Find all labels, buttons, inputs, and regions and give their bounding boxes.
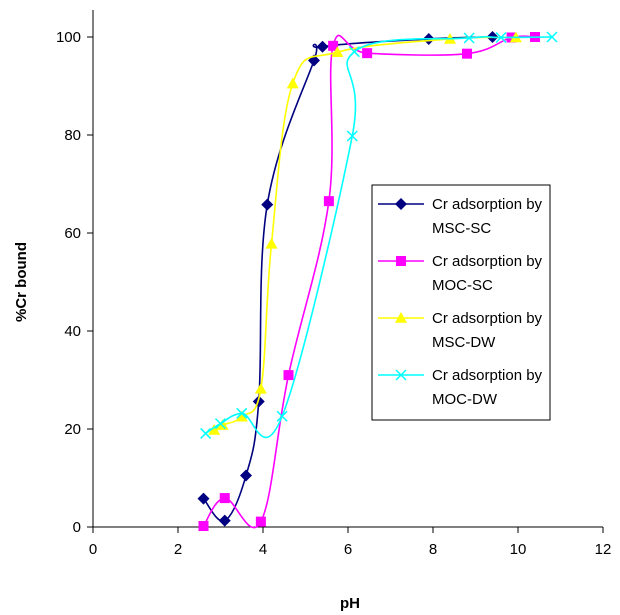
data-point — [261, 198, 274, 211]
data-point — [546, 31, 558, 43]
legend-label: Cr adsorption by MOC-SC — [432, 253, 543, 294]
legend-item: Cr adsorption by MSC-DW — [378, 310, 543, 351]
x-tick-label: 0 — [89, 541, 97, 558]
y-axis-title: %Cr bound — [13, 242, 30, 322]
y-tick-label: 60 — [64, 225, 81, 242]
x-tick-label: 12 — [595, 541, 612, 558]
legend-label: Cr adsorption by MSC-DW — [432, 310, 543, 351]
data-point — [254, 382, 267, 394]
x-tick-label: 10 — [510, 541, 527, 558]
data-point — [348, 46, 360, 58]
series-layer — [197, 31, 558, 532]
series-line — [205, 35, 553, 438]
y-tick-label: 20 — [64, 421, 81, 438]
legend: Cr adsorption by MSC-SC Cr adsorption by MO… — [371, 184, 551, 421]
x-tick-label: 6 — [344, 541, 352, 558]
data-point — [216, 419, 229, 430]
series-line — [213, 36, 516, 431]
x-tick-label: 4 — [259, 541, 267, 558]
legend-item: Cr adsorption by MSC-SC — [378, 196, 543, 237]
data-point — [200, 427, 212, 439]
data-point — [362, 48, 373, 59]
series-1 — [197, 31, 499, 527]
data-point — [328, 40, 339, 51]
data-point — [265, 237, 278, 249]
data-point — [235, 410, 248, 422]
legend-item: Cr adsorption by MOC-SC — [378, 253, 543, 294]
legend-marker — [395, 198, 407, 210]
data-point — [346, 130, 358, 142]
x-tick-label: 2 — [174, 541, 182, 558]
legend-box — [371, 184, 551, 421]
y-tick-label: 0 — [73, 519, 81, 536]
data-point — [283, 370, 294, 381]
data-point — [214, 418, 227, 430]
x-tick-label: 8 — [429, 541, 437, 558]
data-point — [197, 492, 210, 505]
legend-label: Cr adsorption by MSC-SC — [432, 196, 543, 237]
data-point — [331, 46, 344, 57]
data-point — [316, 40, 329, 53]
legend-marker — [395, 369, 407, 381]
y-tick-label: 100 — [56, 29, 81, 46]
legend-marker — [396, 256, 406, 266]
legend-items: Cr adsorption by MSC-SC Cr adsorption by MO… — [378, 196, 543, 408]
x-ticks: 0 2 4 6 8 10 12 — [89, 527, 612, 558]
data-point — [218, 514, 231, 527]
series-3 — [208, 31, 522, 435]
data-point — [208, 423, 221, 435]
data-point — [286, 77, 299, 89]
data-point — [219, 493, 230, 504]
y-tick-label: 40 — [64, 323, 81, 340]
legend-label: Cr adsorption by MOC-DW — [432, 367, 543, 408]
data-point — [240, 469, 252, 482]
legend-item: Cr adsorption by MOC-DW — [378, 367, 543, 408]
series-4 — [200, 31, 558, 439]
data-point — [198, 521, 209, 532]
series-2 — [198, 32, 540, 532]
data-point — [495, 31, 507, 44]
data-point — [323, 196, 334, 207]
data-point — [462, 48, 472, 59]
data-point — [236, 407, 248, 419]
data-point — [463, 32, 475, 44]
legend-marker — [395, 312, 407, 323]
x-axis-title: pH — [340, 595, 360, 612]
axes: 0 2 4 6 8 10 12 0 20 40 60 80 100 — [56, 10, 611, 558]
data-point — [255, 516, 266, 527]
y-tick-label: 80 — [64, 127, 81, 144]
data-point — [276, 410, 288, 422]
y-ticks: 0 20 40 60 80 100 — [56, 29, 93, 536]
